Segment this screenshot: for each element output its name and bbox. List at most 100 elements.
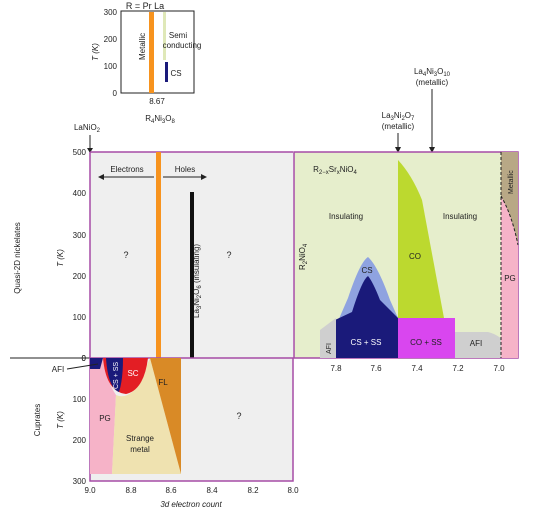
la4ni3o10-arrowhead xyxy=(429,147,435,153)
fl-region xyxy=(150,358,181,474)
inset-ytick: 100 xyxy=(104,62,118,71)
cuprate-side-label: Cuprates xyxy=(33,404,42,436)
nickelate-question-2: ? xyxy=(226,250,231,260)
inset-cs-label: CS xyxy=(170,69,181,78)
inset-ytick: 200 xyxy=(104,35,118,44)
rp-xtick: 7.0 xyxy=(493,364,505,373)
cuprate-xtick: 9.0 xyxy=(84,486,96,495)
rp-xtick: 7.8 xyxy=(330,364,342,373)
holes-label: Holes xyxy=(175,165,195,174)
rp-formula: R2−xSrxNiO4 xyxy=(313,165,357,176)
electrons-label: Electrons xyxy=(110,165,143,174)
inset-metallic-bar xyxy=(149,12,154,93)
cuprate-yticks: 0 100 200 300 xyxy=(73,354,87,486)
strange-metal-region xyxy=(112,358,181,474)
la4ni3o10-label: La4Ni3O10 xyxy=(414,67,451,78)
inset-frame xyxy=(120,10,195,94)
inset-ytick: 300 xyxy=(104,8,118,17)
lanio2-label: LaNiO2 xyxy=(74,123,101,134)
cuprate-afi-region xyxy=(90,358,103,369)
nickelate-ytick: 200 xyxy=(73,272,87,281)
r4ni3o8-bar xyxy=(156,152,161,358)
cuprate-ytick: 200 xyxy=(73,436,87,445)
sc-label: SC xyxy=(127,369,138,378)
pg-label: PG xyxy=(504,274,516,283)
co-region xyxy=(398,160,444,318)
cuprate-ytick: 100 xyxy=(73,395,87,404)
inset-yticks: 300 200 100 0 xyxy=(104,8,118,98)
inset-cs-bar xyxy=(165,62,168,82)
cs-ss-region xyxy=(335,276,398,358)
cuprate-ylabel: T (K) xyxy=(56,411,65,429)
la3ni2o6-bar xyxy=(190,192,194,358)
cuprate-xtick: 8.4 xyxy=(206,486,218,495)
metallic-region xyxy=(501,152,518,245)
nickelate-ytick: 100 xyxy=(73,313,87,322)
cuprate-cs-ss-region xyxy=(106,358,123,392)
inset-ylabel: T (K) xyxy=(91,43,100,61)
cuprate-xtick: 8.6 xyxy=(165,486,177,495)
la3ni2o7-arrowhead xyxy=(395,147,401,153)
co-ss-label: CO + SS xyxy=(410,338,442,347)
inset-title: R = Pr La xyxy=(126,1,164,11)
co-ss-region xyxy=(398,318,455,358)
nickelate-side-label: Quasi-2D nickelates xyxy=(13,222,22,294)
la3ni2o7-label: La3Ni2O7 xyxy=(382,111,415,122)
cuprate-afi-pointer xyxy=(66,363,99,370)
lanio2-arrowhead xyxy=(87,148,93,153)
cuprate-ytick: 300 xyxy=(73,477,87,486)
cuprate-ytick: 0 xyxy=(82,354,87,363)
rp-xticks: 7.8 7.6 7.4 7.2 7.0 xyxy=(330,364,505,373)
r4ni3o8-label: R4Ni3O8 xyxy=(145,114,175,125)
cs-ss-label: CS + SS xyxy=(351,338,382,347)
nickelate-yticks: 500 400 300 200 100 0 xyxy=(73,148,87,363)
rp-xtick: 7.2 xyxy=(452,364,464,373)
la4ni3o10-sub: (metallic) xyxy=(416,78,449,87)
strange-label: Strange xyxy=(126,434,155,443)
electrons-arrowhead xyxy=(98,174,104,180)
cuprate-xtick: 8.0 xyxy=(287,486,299,495)
rp-xtick: 7.6 xyxy=(370,364,382,373)
nickelate-panel: Electrons Holes ? ? La3Ni2O6 (insulating… xyxy=(13,148,293,363)
inset-semi-label: Semi xyxy=(169,31,187,40)
inset-semi-label-2: conducting xyxy=(163,41,202,50)
cuprate-afi-label: AFI xyxy=(52,365,64,374)
afi-left-region xyxy=(320,318,336,358)
nickelate-ylabel: T (K) xyxy=(56,249,65,267)
x-axis-label: 3d electron count xyxy=(160,500,222,509)
fl-label: FL xyxy=(158,378,168,387)
metal-label: metal xyxy=(130,445,150,454)
insulating-left-label: Insulating xyxy=(329,212,363,221)
rp-panel: R2−xSrxNiO4 R2NiO4 Insulating Insulating… xyxy=(293,151,519,373)
pg-region xyxy=(501,196,518,358)
nickelate-question-1: ? xyxy=(123,250,128,260)
nickelate-ytick: 300 xyxy=(73,231,87,240)
cuprate-pg-region xyxy=(90,358,116,474)
inset-metallic-label: Metallic xyxy=(138,33,147,60)
co-label: CO xyxy=(409,252,421,261)
cuprate-xtick: 8.8 xyxy=(125,486,137,495)
holes-arrowhead xyxy=(201,174,207,180)
nickelate-ytick: 400 xyxy=(73,189,87,198)
afi-right-label: AFI xyxy=(470,339,482,348)
inset-panel: R = Pr La Metallic Semi conducting CS T … xyxy=(91,1,201,106)
la3ni2o6-label: La3Ni2O6 (insulating) xyxy=(192,244,203,318)
cuprate-xticks: 9.0 8.8 8.6 8.4 8.2 8.0 xyxy=(84,486,299,495)
cuprate-question: ? xyxy=(236,411,241,421)
inset-ytick: 0 xyxy=(113,89,118,98)
cuprate-cs-ss-label: CS + SS xyxy=(113,362,120,389)
cuprate-xtick: 8.2 xyxy=(247,486,259,495)
cuprate-panel: AFI CS + SS SC FL PG Strange metal ? 0 1… xyxy=(33,354,299,509)
insulating-right-label: Insulating xyxy=(443,212,477,221)
pg-boundary-dashed xyxy=(500,195,519,246)
la3ni2o7-sub: (metallic) xyxy=(382,122,415,131)
inset-xtick: 8.67 xyxy=(149,97,165,106)
rp-xtick: 7.4 xyxy=(411,364,423,373)
r2nio4-label: R2NiO4 xyxy=(298,243,309,270)
cs-label: CS xyxy=(361,266,372,275)
afi-left-label: AFI xyxy=(326,343,333,354)
nickelate-ytick: 500 xyxy=(73,148,87,157)
metallic-label: Metallic xyxy=(508,170,515,194)
cuprate-pg-label: PG xyxy=(99,414,111,423)
